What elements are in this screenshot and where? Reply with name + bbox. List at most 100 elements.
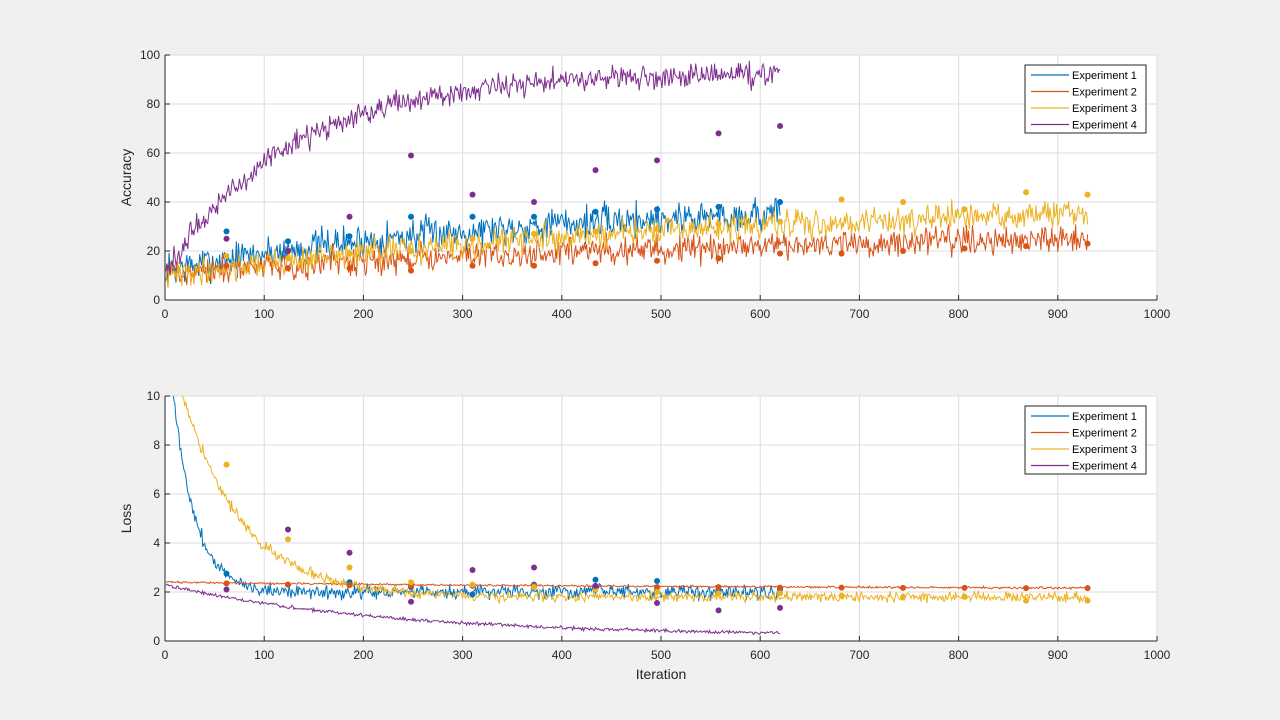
y-tick-label: 0 — [153, 293, 160, 307]
validation-point-2 — [346, 582, 353, 589]
validation-point-4 — [654, 600, 661, 607]
legend-box — [1024, 64, 1147, 134]
validation-point-3 — [531, 584, 538, 591]
y-axis-label: Loss — [118, 504, 134, 534]
validation-point-4 — [346, 213, 353, 220]
training-line-2 — [165, 224, 1089, 286]
validation-point-3 — [285, 536, 292, 543]
validation-point-3 — [961, 206, 968, 213]
x-tick-label: 300 — [453, 307, 473, 321]
validation-point-2 — [531, 262, 538, 269]
legend: Experiment 1 Experiment 2 Experiment 3 Expe… — [1024, 64, 1147, 134]
x-tick-label: 600 — [750, 307, 770, 321]
validation-point-1 — [592, 208, 599, 215]
validation-point-3 — [592, 228, 599, 235]
x-tick-label: 600 — [750, 648, 770, 662]
series-group — [165, 396, 1091, 636]
validation-point-2 — [777, 250, 784, 257]
validation-point-4 — [223, 586, 230, 593]
validation-point-4 — [285, 526, 292, 533]
x-tick-label: 0 — [162, 307, 169, 321]
legend: Experiment 1 Experiment 2 Experiment 3 Expe… — [1024, 405, 1147, 475]
y-tick-label: 20 — [147, 244, 161, 258]
validation-point-1 — [408, 213, 415, 220]
validation-point-2 — [1023, 585, 1030, 592]
validation-point-3 — [469, 581, 476, 588]
validation-point-1 — [654, 206, 661, 213]
validation-point-3 — [1084, 191, 1091, 198]
validation-point-3 — [285, 255, 292, 262]
validation-point-4 — [531, 199, 538, 205]
validation-point-3 — [223, 252, 230, 259]
validation-point-2 — [654, 257, 661, 264]
x-tick-label: 700 — [849, 648, 869, 662]
x-tick-label: 1000 — [1144, 648, 1171, 662]
x-tick-label: 800 — [949, 648, 969, 662]
x-tick-label: 700 — [849, 307, 869, 321]
validation-point-1 — [469, 591, 476, 598]
x-tick-label: 400 — [552, 648, 572, 662]
validation-point-3 — [408, 579, 415, 586]
x-tick-label: 100 — [254, 307, 274, 321]
y-axis-label: Accuracy — [118, 149, 134, 207]
validation-point-4 — [531, 564, 538, 571]
accuracy-plot: 0 100 200 300 400 500 600 700 800 900 1000 0 20 40 60 8… — [118, 48, 1171, 321]
y-tick-label: 40 — [147, 195, 161, 209]
validation-point-3 — [1023, 189, 1030, 196]
validation-point-3 — [715, 590, 722, 597]
validation-point-3 — [346, 564, 353, 571]
x-tick-label: 500 — [651, 307, 671, 321]
validation-point-2 — [961, 245, 968, 252]
y-tick-label: 60 — [147, 146, 161, 160]
x-tick-label: 400 — [552, 307, 572, 321]
validation-point-3 — [715, 221, 722, 228]
validation-point-3 — [1084, 597, 1091, 604]
validation-point-1 — [531, 213, 538, 220]
validation-point-3 — [469, 235, 476, 242]
validation-point-3 — [777, 590, 784, 597]
validation-point-4 — [715, 607, 722, 614]
validation-point-4 — [346, 549, 353, 556]
validation-point-2 — [285, 265, 292, 272]
training-line-1 — [165, 196, 781, 288]
y-tick-label: 2 — [153, 585, 160, 599]
validation-point-4 — [408, 598, 415, 605]
validation-point-3 — [1023, 597, 1030, 604]
x-tick-label: 100 — [254, 648, 274, 662]
y-tick-label: 6 — [153, 487, 160, 501]
validation-point-1 — [469, 213, 476, 220]
legend-entry-3: Experiment 3 — [1072, 444, 1137, 456]
validation-point-2 — [223, 580, 230, 587]
validation-point-3 — [531, 230, 538, 237]
validation-point-1 — [223, 570, 230, 577]
training-line-3 — [182, 396, 1088, 605]
validation-point-2 — [715, 584, 722, 591]
validation-point-2 — [223, 262, 230, 269]
validation-point-2 — [900, 584, 907, 591]
validation-point-1 — [285, 238, 292, 245]
validation-point-1 — [223, 228, 230, 235]
validation-point-2 — [469, 262, 476, 269]
x-tick-label: 200 — [353, 648, 373, 662]
validation-point-3 — [838, 196, 845, 203]
validation-point-3 — [777, 218, 784, 225]
validation-point-1 — [777, 199, 784, 205]
validation-point-2 — [285, 581, 292, 588]
x-tick-label: 0 — [162, 648, 169, 662]
y-tick-label: 8 — [153, 438, 160, 452]
validation-point-2 — [900, 248, 907, 254]
validation-point-4 — [469, 191, 476, 198]
x-tick-label: 900 — [1048, 648, 1068, 662]
validation-point-3 — [654, 589, 661, 595]
validation-point-3 — [961, 593, 968, 600]
series-group — [165, 60, 1091, 288]
validation-point-4 — [469, 566, 476, 573]
validation-point-2 — [1084, 585, 1091, 592]
y-tick-label: 4 — [153, 536, 160, 550]
validation-point-2 — [715, 255, 722, 262]
validation-point-4 — [223, 235, 230, 242]
legend-entry-1: Experiment 1 — [1072, 411, 1137, 423]
y-tick-label: 10 — [147, 389, 161, 403]
validation-point-4 — [777, 604, 784, 611]
